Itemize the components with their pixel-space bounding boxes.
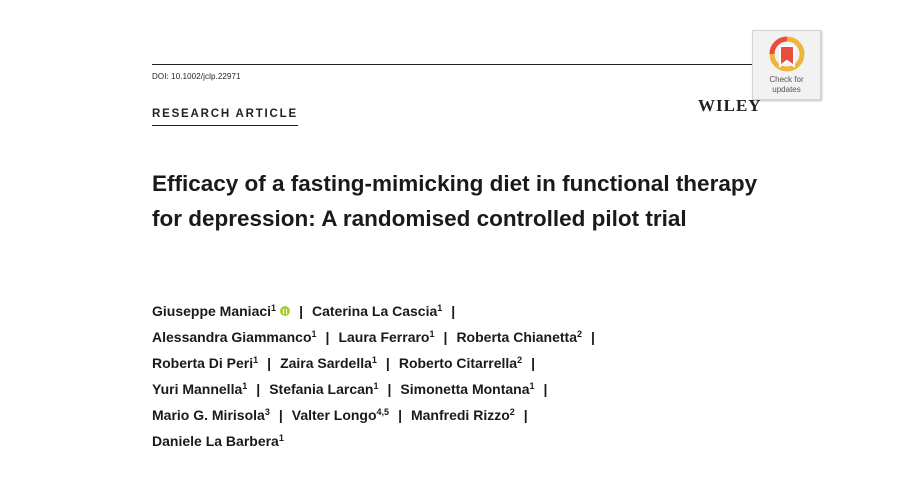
author-separator: | bbox=[591, 329, 595, 345]
author-name-text: Stefania Larcan bbox=[269, 381, 374, 397]
author-name-text: Alessandra Giammanco bbox=[152, 329, 312, 345]
author-name[interactable]: Giuseppe Maniaci1 bbox=[152, 303, 291, 319]
author-name[interactable]: Yuri Mannella1 bbox=[152, 381, 247, 397]
author-name-text: Yuri Mannella bbox=[152, 381, 243, 397]
author-separator: | bbox=[387, 381, 392, 397]
author-name[interactable]: Laura Ferraro1 bbox=[338, 329, 434, 345]
header-rule bbox=[152, 64, 770, 65]
badge-line-1: Check for bbox=[769, 75, 804, 84]
author-separator: | bbox=[256, 381, 261, 397]
doi-text[interactable]: DOI: 10.1002/jclp.22971 bbox=[152, 72, 241, 81]
affiliation-marker: 1 bbox=[271, 303, 277, 313]
author-name-text: Manfredi Rizzo bbox=[410, 407, 510, 423]
author-separator: | bbox=[398, 407, 402, 423]
bookmark-crossmark-icon bbox=[769, 36, 804, 72]
author-name[interactable]: Manfredi Rizzo2 bbox=[411, 407, 515, 423]
affiliation-marker: 1 bbox=[311, 329, 317, 339]
affiliation-marker: 1 bbox=[429, 329, 435, 339]
author-line: Mario G. Mirisola3 | Valter Longo4,5 | Manfr… bbox=[152, 402, 772, 428]
check-for-updates-badge[interactable]: Check for updates bbox=[752, 30, 821, 100]
section-label: RESEARCH ARTICLE bbox=[152, 108, 298, 126]
author-separator: | bbox=[267, 355, 272, 371]
author-name[interactable]: Alessandra Giammanco1 bbox=[152, 329, 317, 345]
author-separator: | bbox=[523, 407, 528, 423]
author-name-text: Laura Ferraro bbox=[338, 329, 430, 345]
affiliation-marker: 2 bbox=[509, 407, 515, 417]
author-name[interactable]: Roberta Di Peri1 bbox=[152, 355, 258, 371]
author-name-text: Valter Longo bbox=[291, 407, 377, 423]
author-name[interactable]: Roberta Chianetta2 bbox=[456, 329, 582, 345]
orcid-icon[interactable] bbox=[280, 306, 291, 316]
author-name-text: Caterina La Cascia bbox=[311, 303, 438, 319]
author-separator: | bbox=[385, 355, 390, 371]
author-name[interactable]: Mario G. Mirisola3 bbox=[152, 407, 270, 423]
affiliation-marker: 2 bbox=[517, 355, 523, 365]
author-name[interactable]: Stefania Larcan1 bbox=[269, 381, 378, 397]
author-name-text: Mario G. Mirisola bbox=[152, 407, 265, 423]
author-name-text: Giuseppe Maniaci bbox=[152, 303, 272, 319]
affiliation-marker: 2 bbox=[577, 329, 583, 339]
author-list: Giuseppe Maniaci1 | Caterina La Cascia1 | Al… bbox=[152, 298, 772, 454]
publisher-logo: WILEY bbox=[698, 96, 762, 115]
author-name[interactable]: Daniele La Barbera1 bbox=[152, 433, 284, 449]
author-line: Roberta Di Peri1 | Zaira Sardella1 | Roberto… bbox=[152, 350, 772, 376]
author-name[interactable]: Valter Longo4,5 bbox=[292, 407, 389, 423]
affiliation-marker: 1 bbox=[529, 381, 535, 391]
author-separator: | bbox=[543, 381, 548, 397]
author-separator: | bbox=[278, 407, 283, 423]
author-separator: | bbox=[299, 303, 303, 319]
author-name[interactable]: Caterina La Cascia1 bbox=[312, 303, 442, 319]
affiliation-marker: 4,5 bbox=[376, 407, 390, 417]
badge-line-2: updates bbox=[772, 85, 801, 94]
author-separator: | bbox=[325, 329, 330, 345]
author-name[interactable]: Zaira Sardella1 bbox=[280, 355, 377, 371]
affiliation-marker: 1 bbox=[437, 303, 443, 313]
author-separator: | bbox=[443, 329, 448, 345]
affiliation-marker: 1 bbox=[242, 381, 248, 391]
article-title: Efficacy of a fasting-mimicking diet in … bbox=[152, 171, 758, 231]
affiliation-marker: 1 bbox=[373, 381, 379, 391]
author-separator: | bbox=[531, 355, 536, 371]
author-line: Giuseppe Maniaci1 | Caterina La Cascia1 | bbox=[152, 298, 772, 324]
affiliation-marker: 1 bbox=[371, 355, 377, 365]
affiliation-marker: 1 bbox=[253, 355, 259, 365]
author-name[interactable]: Simonetta Montana1 bbox=[400, 381, 534, 397]
affiliation-marker: 1 bbox=[278, 433, 284, 443]
author-name-text: Roberta Di Peri bbox=[152, 355, 254, 371]
author-name-text: Daniele La Barbera bbox=[152, 433, 279, 449]
author-name[interactable]: Roberto Citarrella2 bbox=[399, 355, 522, 371]
author-line: Daniele La Barbera1 bbox=[152, 428, 772, 454]
author-line: Yuri Mannella1 | Stefania Larcan1 | Simonett… bbox=[152, 376, 772, 402]
author-name-text: Roberta Chianetta bbox=[456, 329, 578, 345]
author-name-text: Roberto Citarrella bbox=[398, 355, 518, 371]
affiliation-marker: 3 bbox=[264, 407, 270, 417]
author-line: Alessandra Giammanco1 | Laura Ferraro1 | Rob… bbox=[152, 324, 772, 350]
author-separator: | bbox=[451, 303, 456, 319]
author-name-text: Zaira Sardella bbox=[280, 355, 372, 371]
author-name-text: Simonetta Montana bbox=[400, 381, 530, 397]
